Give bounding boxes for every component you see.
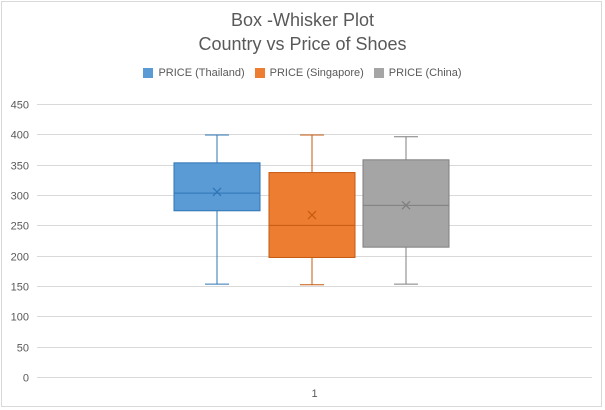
y-tick-label-0: 0 (23, 373, 29, 385)
mean-marker-thailand (212, 187, 222, 197)
chart-subtitle: Country vs Price of Shoes (198, 34, 407, 54)
legend-swatch-singapore (254, 68, 265, 78)
legend-item-singapore: PRICE (Singapore) (254, 67, 364, 79)
x-tick-label-1: 1 (311, 388, 317, 400)
legend-item-china: PRICE (China) (373, 67, 462, 79)
y-tick-label-300: 300 (11, 191, 29, 203)
chart-title: Box -Whisker Plot (230, 10, 375, 30)
y-tick-label-150: 150 (11, 282, 29, 294)
y-tick-label-450: 450 (11, 100, 29, 112)
legend-label-thailand: PRICE (Thailand) (158, 67, 245, 79)
legend-item-thailand: PRICE (Thailand) (143, 67, 245, 79)
y-tick-label-50: 50 (17, 343, 29, 355)
chart-legend: PRICE (Thailand) PRICE (Singapore) PRICE… (0, 67, 605, 79)
y-tick-label-100: 100 (11, 312, 29, 324)
legend-label-china: PRICE (China) (388, 67, 462, 79)
legend-label-singapore: PRICE (Singapore) (269, 67, 364, 79)
y-tick-label-200: 200 (11, 252, 29, 264)
box-china (362, 159, 450, 248)
y-tick-label-400: 400 (11, 130, 29, 142)
box-thailand (173, 162, 261, 212)
mean-marker-china (401, 200, 411, 210)
y-tick-label-350: 350 (11, 161, 29, 173)
legend-swatch-china (373, 68, 384, 78)
y-tick-label-250: 250 (11, 221, 29, 233)
mean-marker-singapore (307, 210, 317, 220)
legend-swatch-thailand (143, 68, 154, 78)
